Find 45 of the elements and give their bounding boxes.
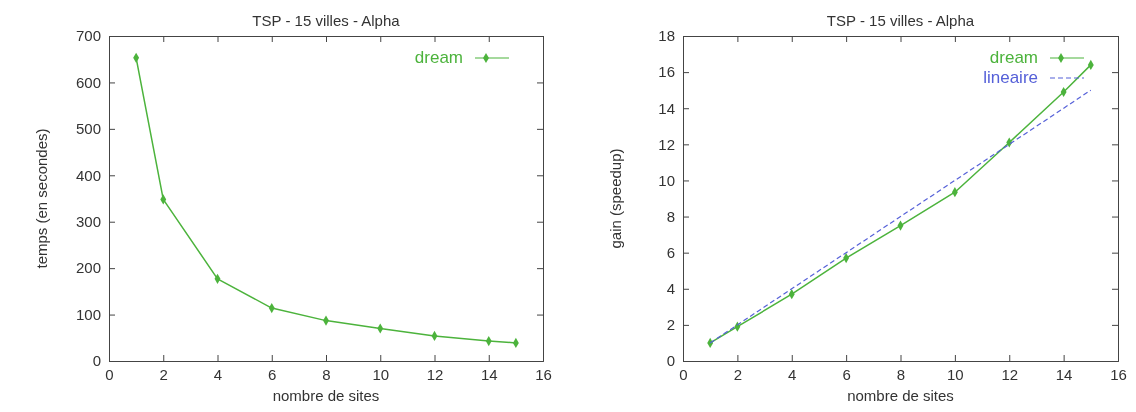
y-tick-label: 400: [75, 166, 101, 184]
y-tick-label: 700: [75, 27, 101, 45]
x-tick-label: 16: [535, 365, 552, 383]
y-tick-label: 14: [658, 99, 675, 117]
x-tick-label: 12: [1001, 365, 1019, 383]
x-tick-label: 0: [679, 365, 688, 383]
legend-label: lineaire: [983, 68, 1038, 87]
x-tick-label: 10: [947, 365, 964, 383]
x-tick-label: 8: [322, 365, 331, 383]
y-tick-label: 0: [666, 352, 675, 370]
x-tick-label: 10: [372, 365, 390, 383]
y-tick-label: 300: [75, 213, 101, 231]
x-tick-label: 4: [213, 365, 223, 383]
chart-title: TSP - 15 villes - Alpha: [826, 12, 975, 29]
x-tick-label: 6: [842, 365, 851, 383]
y-tick-label: 0: [92, 352, 101, 370]
y-tick-label: 100: [75, 305, 101, 323]
x-axis-title: nombre de sites: [272, 387, 380, 404]
y-axis-title: temps (en secondes): [33, 128, 50, 269]
x-tick-label: 2: [159, 365, 168, 383]
y-tick-label: 4: [666, 280, 675, 298]
y-tick-label: 16: [658, 63, 675, 81]
y-axis-title: gain (speedup): [607, 148, 624, 249]
chart-title: TSP - 15 villes - Alpha: [252, 12, 401, 29]
y-tick-label: 12: [658, 135, 675, 153]
legend-label: dream: [414, 48, 463, 67]
x-tick-label: 16: [1110, 365, 1127, 383]
x-tick-label: 4: [788, 365, 797, 383]
y-tick-label: 600: [75, 73, 101, 91]
x-tick-label: 6: [268, 365, 277, 383]
x-tick-label: 12: [426, 365, 444, 383]
x-tick-label: 14: [480, 365, 498, 383]
x-axis-title: nombre de sites: [847, 387, 954, 404]
x-tick-label: 14: [1055, 365, 1073, 383]
y-tick-label: 8: [666, 207, 675, 225]
y-tick-label: 500: [75, 120, 101, 138]
y-tick-label: 2: [666, 316, 675, 334]
y-tick-label: 6: [666, 243, 675, 261]
legend-label: dream: [989, 48, 1038, 67]
x-tick-label: 2: [733, 365, 743, 383]
x-tick-label: 8: [896, 365, 906, 383]
y-tick-label: 18: [658, 27, 675, 45]
y-tick-label: 200: [75, 259, 101, 277]
x-tick-label: 0: [105, 365, 114, 383]
y-tick-label: 10: [658, 171, 675, 189]
